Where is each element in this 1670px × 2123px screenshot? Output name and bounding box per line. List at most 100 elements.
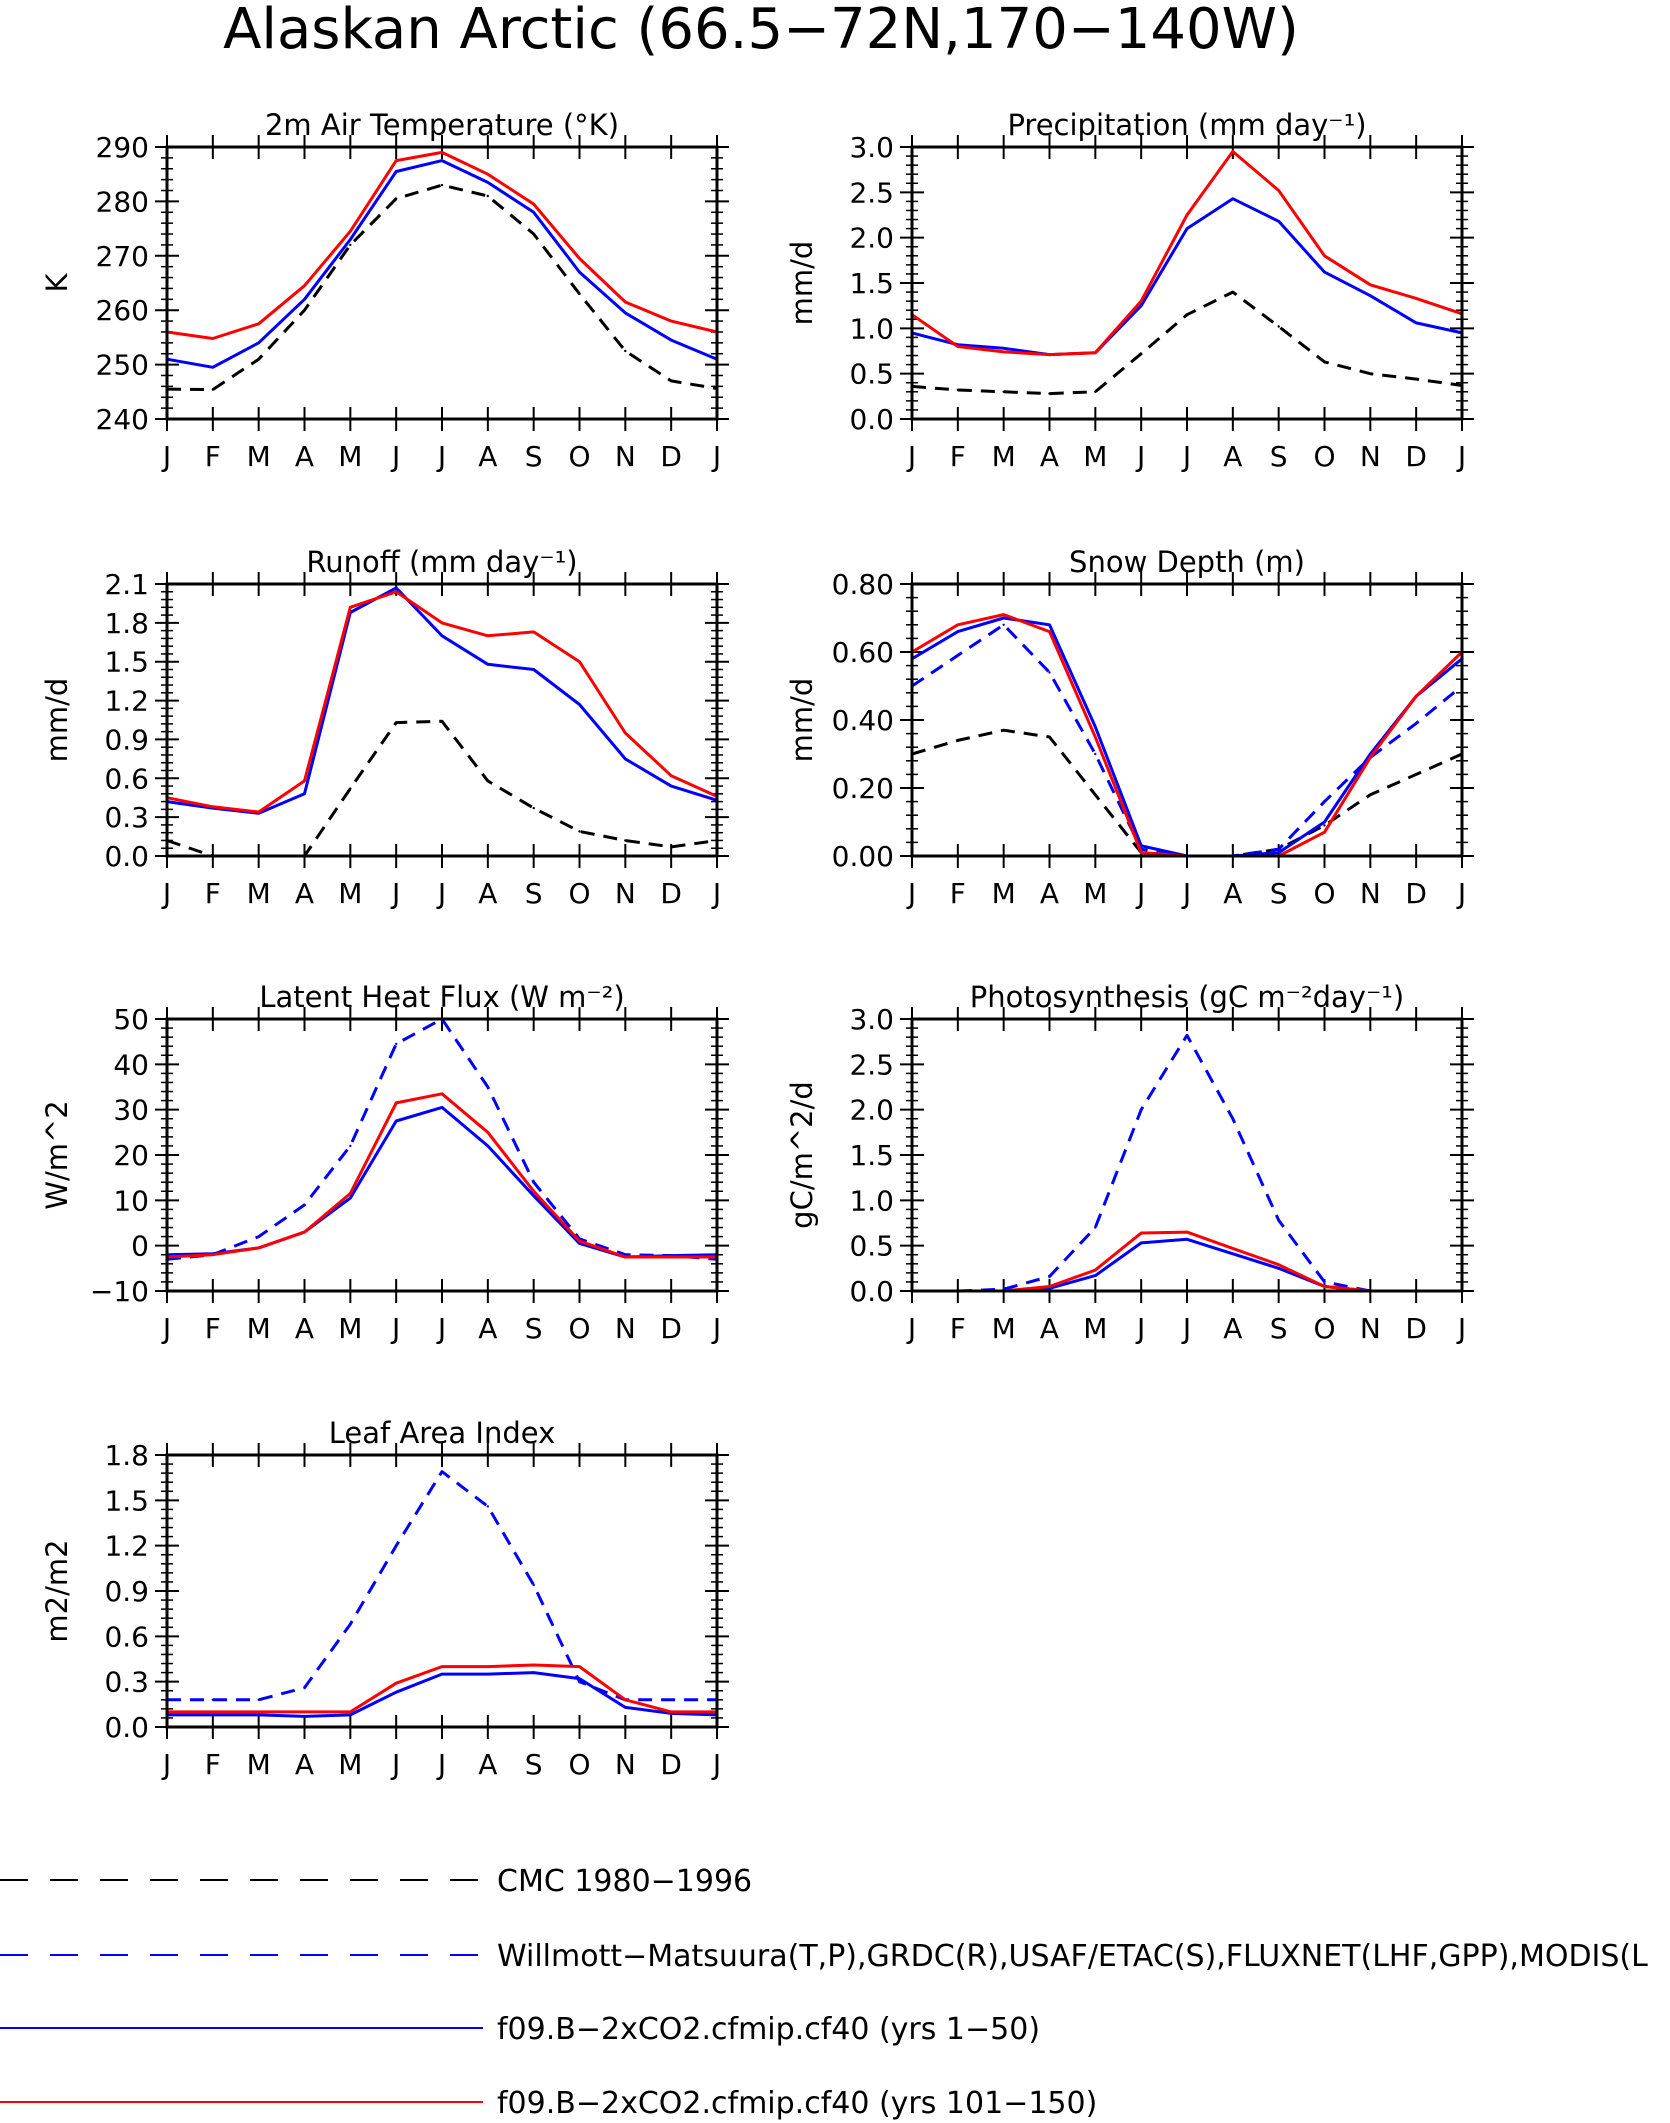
chart-panel-runoff-mm-day: Runoff (mm day⁻¹)mm/d0.00.30.60.91.21.51… <box>40 545 729 910</box>
series-line-solid-blue <box>911 197 1463 357</box>
data-point <box>1277 189 1280 192</box>
x-tick-label: A <box>295 440 314 473</box>
x-tick-label: F <box>205 1748 221 1781</box>
x-tick-label: F <box>205 1312 221 1345</box>
data-point <box>532 1663 535 1667</box>
data-point <box>532 1181 535 1184</box>
data-point <box>532 211 535 214</box>
x-tick-label: A <box>295 1312 314 1345</box>
x-tick-label: N <box>615 1312 636 1345</box>
y-tick-label: 2.1 <box>104 568 149 601</box>
y-tick-label: 40 <box>113 1048 149 1081</box>
data-point <box>349 606 352 609</box>
legend-entry: CMC 1980−1996 <box>0 1864 752 1899</box>
data-point <box>1277 848 1280 851</box>
data-point <box>349 1196 352 1200</box>
data-point <box>1277 851 1280 854</box>
y-tick-label: 0.40 <box>832 704 894 737</box>
x-tick-label: O <box>568 440 590 473</box>
x-tick-label: J <box>1456 1312 1466 1345</box>
x-tick-label: D <box>660 440 682 473</box>
x-tick-label: J <box>436 877 446 910</box>
x-tick-label: S <box>525 1748 543 1781</box>
chart-panel-leaf-area-index: Leaf Area Indexm2/m20.00.30.60.91.21.51.… <box>40 1416 729 1781</box>
y-tick-label: 1.0 <box>849 1184 894 1217</box>
y-tick-label: 260 <box>96 294 149 327</box>
data-point <box>486 1085 489 1089</box>
plot-frame <box>165 582 719 858</box>
y-tick-label: 0.60 <box>832 636 894 669</box>
data-point <box>624 1255 627 1259</box>
data-point <box>1140 851 1143 854</box>
x-tick-label: M <box>247 440 271 473</box>
data-point <box>1369 283 1372 286</box>
plot-frame <box>910 145 1464 421</box>
data-point <box>1094 725 1097 728</box>
x-tick-label: M <box>1083 1312 1107 1345</box>
data-point <box>1048 392 1051 395</box>
data-point <box>532 1190 535 1193</box>
x-tick-label: O <box>568 1312 590 1345</box>
data-point <box>1277 220 1280 223</box>
data-point <box>303 284 306 287</box>
data-point <box>1231 290 1235 294</box>
y-tick-label: 3.0 <box>849 1003 894 1036</box>
data-point <box>578 703 581 706</box>
data-point <box>1002 616 1005 620</box>
series-line-dashed-blue <box>912 1033 1462 1293</box>
data-point <box>303 309 306 312</box>
x-tick-label: J <box>390 440 400 473</box>
data-point <box>1277 1263 1280 1266</box>
y-tick-label: 1.8 <box>104 1439 149 1472</box>
data-point <box>578 1239 581 1243</box>
data-point <box>1415 773 1418 776</box>
y-axis-label: mm/d <box>785 241 819 326</box>
y-tick-label: 1.2 <box>104 685 149 718</box>
data-point <box>395 1682 398 1685</box>
data-point <box>1002 350 1005 354</box>
data-point <box>257 1235 260 1238</box>
plot-frame <box>165 1017 719 1293</box>
y-tick-label: 0.3 <box>104 1666 149 1699</box>
x-tick-label: A <box>1040 877 1059 910</box>
legend-entry: f09.B−2xCO2.cfmip.cf40 (yrs 1−50) <box>0 2012 1040 2047</box>
data-point <box>532 668 535 671</box>
data-point <box>1140 1231 1143 1235</box>
data-point <box>395 1544 398 1547</box>
data-point <box>1231 1117 1235 1120</box>
data-point <box>1369 372 1372 375</box>
data-point <box>303 779 306 783</box>
chart-panels: 2m Air Temperature (°K)K2402502602702802… <box>40 108 1474 1781</box>
x-tick-label: J <box>436 440 446 473</box>
x-tick-label: M <box>1083 440 1107 473</box>
data-point <box>956 630 959 633</box>
x-tick-label: M <box>338 1312 362 1345</box>
data-point <box>1002 347 1005 350</box>
x-tick-label: M <box>247 1312 271 1345</box>
data-point <box>1185 1230 1189 1234</box>
data-point <box>578 270 581 274</box>
data-point <box>670 774 673 777</box>
y-tick-label: 0.00 <box>832 840 894 873</box>
x-tick-label: A <box>478 440 497 473</box>
data-point <box>440 1672 444 1676</box>
data-point <box>1002 390 1005 393</box>
data-point <box>440 720 444 723</box>
x-tick-label: J <box>1135 440 1145 473</box>
data-point <box>624 839 627 842</box>
data-point <box>1048 623 1051 626</box>
x-tick-label: J <box>436 1312 446 1345</box>
y-tick-label: 290 <box>96 131 149 164</box>
x-tick-label: J <box>711 877 721 910</box>
data-point <box>486 181 489 184</box>
x-tick-label: O <box>568 877 590 910</box>
plot-frame <box>165 1453 719 1729</box>
data-point <box>440 183 444 187</box>
x-tick-label: F <box>205 440 221 473</box>
x-tick-label: S <box>525 1312 543 1345</box>
data-point <box>1140 352 1143 355</box>
legend: CMC 1980−1996 Willmott−Matsuura(T,P),GRDC… <box>0 1864 1648 2121</box>
data-point <box>211 1713 214 1717</box>
data-point <box>1094 390 1097 393</box>
